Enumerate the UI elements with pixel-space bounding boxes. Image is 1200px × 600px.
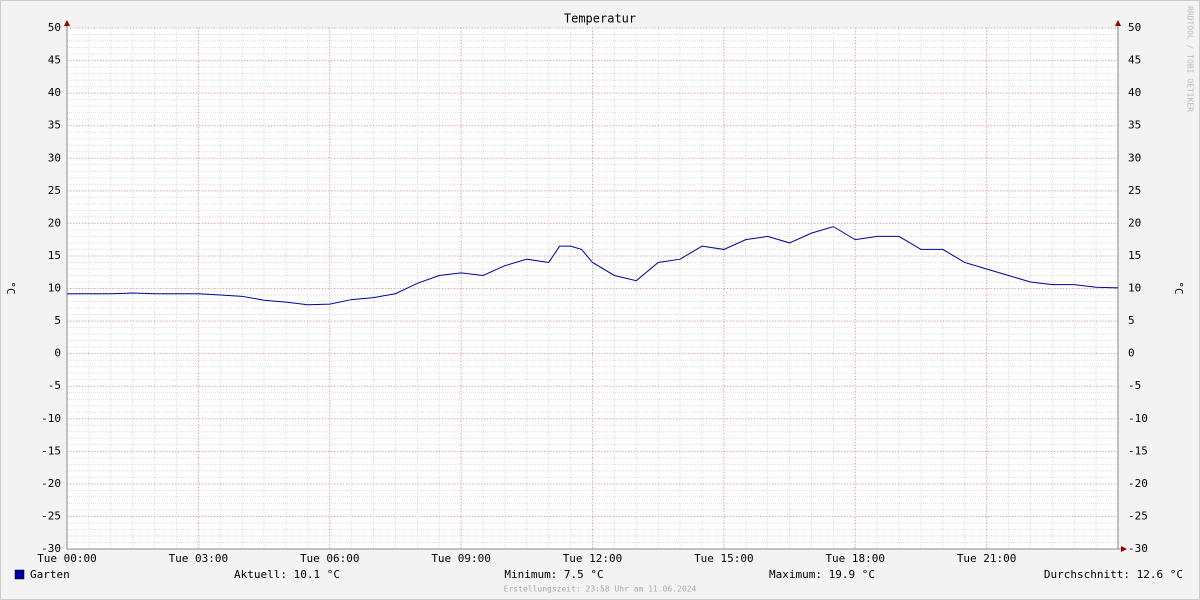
y-tick-label: 45 bbox=[48, 54, 61, 67]
y2-axis-label: °C bbox=[1172, 281, 1185, 294]
y2-tick-label: -20 bbox=[1128, 477, 1148, 490]
y-tick-label: 5 bbox=[54, 314, 61, 327]
legend-stat: Maximum: 19.9 °C bbox=[769, 568, 875, 581]
y-tick-label: 30 bbox=[48, 151, 61, 164]
footer: Erstellungszeit: 23:58 Uhr am 11.06.2024 bbox=[504, 585, 697, 594]
y-tick-label: -25 bbox=[41, 509, 61, 522]
y-tick-label: 50 bbox=[48, 21, 61, 34]
y-tick-label: -5 bbox=[48, 379, 61, 392]
x-tick-label: Tue 09:00 bbox=[431, 552, 491, 565]
legend-swatch bbox=[14, 569, 25, 580]
y-tick-label: 35 bbox=[48, 119, 61, 132]
y-tick-label: 10 bbox=[48, 282, 61, 295]
x-tick-label: Tue 12:00 bbox=[563, 552, 623, 565]
legend-stat: Durchschnitt: 12.6 °C bbox=[1044, 568, 1183, 581]
x-tick-label: Tue 06:00 bbox=[300, 552, 360, 565]
arrow bbox=[64, 20, 70, 26]
x-tick-label: Tue 21:00 bbox=[957, 552, 1017, 565]
y2-tick-label: 50 bbox=[1128, 21, 1141, 34]
chart-title: Temperatur bbox=[564, 12, 636, 26]
legend-stat: Aktuell: 10.1 °C bbox=[234, 568, 340, 581]
legend-label: Garten bbox=[30, 568, 70, 581]
y2-tick-label: 25 bbox=[1128, 184, 1141, 197]
y2-tick-label: -25 bbox=[1128, 509, 1148, 522]
y2-tick-label: 35 bbox=[1128, 119, 1141, 132]
arrow bbox=[1121, 546, 1127, 552]
y-tick-label: -30 bbox=[41, 542, 61, 555]
y-tick-label: -10 bbox=[41, 412, 61, 425]
y2-tick-label: 15 bbox=[1128, 249, 1141, 262]
line-series bbox=[67, 226, 1119, 306]
x-tick-label: Tue 15:00 bbox=[694, 552, 754, 565]
y2-tick-label: -30 bbox=[1128, 542, 1148, 555]
y-tick-label: 20 bbox=[48, 216, 61, 229]
arrow bbox=[1115, 20, 1121, 26]
y2-tick-label: 30 bbox=[1128, 151, 1141, 164]
y-tick-label: 15 bbox=[48, 249, 61, 262]
y2-tick-label: 5 bbox=[1128, 314, 1135, 327]
y-tick-label: 0 bbox=[54, 347, 61, 360]
y2-tick-label: 40 bbox=[1128, 86, 1141, 99]
x-tick-label: Tue 03:00 bbox=[169, 552, 229, 565]
y-tick-label: -20 bbox=[41, 477, 61, 490]
y2-tick-label: 10 bbox=[1128, 282, 1141, 295]
y2-tick-label: -5 bbox=[1128, 379, 1141, 392]
y2-tick-label: 45 bbox=[1128, 54, 1141, 67]
legend-stat: Minimum: 7.5 °C bbox=[504, 568, 603, 581]
watermark: RRDTOOL / TOBI OETIKER bbox=[1186, 6, 1195, 112]
y-tick-label: 25 bbox=[48, 184, 61, 197]
y2-tick-label: 0 bbox=[1128, 347, 1135, 360]
y2-tick-label: 20 bbox=[1128, 216, 1141, 229]
y2-tick-label: -15 bbox=[1128, 444, 1148, 457]
y-axis-label: °C bbox=[4, 281, 17, 294]
y-tick-label: 40 bbox=[48, 86, 61, 99]
y2-tick-label: -10 bbox=[1128, 412, 1148, 425]
x-tick-label: Tue 18:00 bbox=[825, 552, 885, 565]
x-tick-label: Tue 00:00 bbox=[37, 552, 97, 565]
y-tick-label: -15 bbox=[41, 444, 61, 457]
